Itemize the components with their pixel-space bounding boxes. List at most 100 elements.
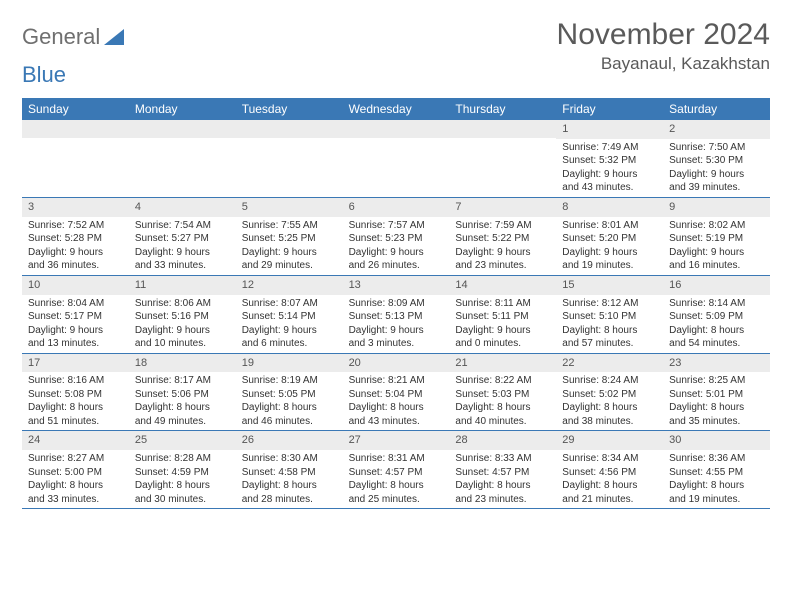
day-cell: 2Sunrise: 7:50 AMSunset: 5:30 PMDaylight… <box>663 120 770 197</box>
day-sunset: Sunset: 5:23 PM <box>349 232 444 246</box>
day-sunset: Sunset: 4:55 PM <box>669 466 764 480</box>
day-sunset: Sunset: 5:22 PM <box>455 232 550 246</box>
day-day1: Daylight: 9 hours <box>135 324 230 338</box>
weekday-cell: Thursday <box>449 98 556 120</box>
day-text: Sunrise: 8:04 AMSunset: 5:17 PMDaylight:… <box>22 297 129 351</box>
day-day2: and 54 minutes. <box>669 337 764 351</box>
day-day2: and 25 minutes. <box>349 493 444 507</box>
day-number: 18 <box>129 354 236 373</box>
day-sunset: Sunset: 5:13 PM <box>349 310 444 324</box>
day-sunrise: Sunrise: 8:24 AM <box>562 374 657 388</box>
day-day2: and 57 minutes. <box>562 337 657 351</box>
day-sunrise: Sunrise: 7:52 AM <box>28 219 123 233</box>
day-text: Sunrise: 8:25 AMSunset: 5:01 PMDaylight:… <box>663 374 770 428</box>
weekday-cell: Friday <box>556 98 663 120</box>
day-day1: Daylight: 8 hours <box>669 324 764 338</box>
day-cell: 10Sunrise: 8:04 AMSunset: 5:17 PMDayligh… <box>22 276 129 353</box>
day-day2: and 19 minutes. <box>562 259 657 273</box>
day-text: Sunrise: 8:07 AMSunset: 5:14 PMDaylight:… <box>236 297 343 351</box>
day-cell: 19Sunrise: 8:19 AMSunset: 5:05 PMDayligh… <box>236 354 343 431</box>
day-number: 28 <box>449 431 556 450</box>
day-text: Sunrise: 7:57 AMSunset: 5:23 PMDaylight:… <box>343 219 450 273</box>
day-day1: Daylight: 8 hours <box>28 401 123 415</box>
day-day2: and 23 minutes. <box>455 493 550 507</box>
day-text: Sunrise: 7:49 AMSunset: 5:32 PMDaylight:… <box>556 141 663 195</box>
week-row: 10Sunrise: 8:04 AMSunset: 5:17 PMDayligh… <box>22 276 770 354</box>
day-day1: Daylight: 8 hours <box>242 401 337 415</box>
day-sunrise: Sunrise: 8:04 AM <box>28 297 123 311</box>
day-day2: and 30 minutes. <box>135 493 230 507</box>
day-cell: 4Sunrise: 7:54 AMSunset: 5:27 PMDaylight… <box>129 198 236 275</box>
month-title: November 2024 <box>557 18 770 52</box>
day-cell: 13Sunrise: 8:09 AMSunset: 5:13 PMDayligh… <box>343 276 450 353</box>
day-number: 6 <box>343 198 450 217</box>
day-day1: Daylight: 8 hours <box>135 479 230 493</box>
day-sunset: Sunset: 5:14 PM <box>242 310 337 324</box>
day-text: Sunrise: 8:09 AMSunset: 5:13 PMDaylight:… <box>343 297 450 351</box>
day-number <box>22 120 129 138</box>
day-day1: Daylight: 9 hours <box>669 168 764 182</box>
location: Bayanaul, Kazakhstan <box>557 54 770 74</box>
day-cell: 3Sunrise: 7:52 AMSunset: 5:28 PMDaylight… <box>22 198 129 275</box>
day-day1: Daylight: 9 hours <box>135 246 230 260</box>
day-text: Sunrise: 8:11 AMSunset: 5:11 PMDaylight:… <box>449 297 556 351</box>
day-text: Sunrise: 7:59 AMSunset: 5:22 PMDaylight:… <box>449 219 556 273</box>
day-sunrise: Sunrise: 8:07 AM <box>242 297 337 311</box>
weekday-row: SundayMondayTuesdayWednesdayThursdayFrid… <box>22 98 770 120</box>
weeks-container: 1Sunrise: 7:49 AMSunset: 5:32 PMDaylight… <box>22 120 770 509</box>
day-sunset: Sunset: 5:06 PM <box>135 388 230 402</box>
day-cell <box>236 120 343 197</box>
day-number: 24 <box>22 431 129 450</box>
day-day1: Daylight: 9 hours <box>349 324 444 338</box>
day-text: Sunrise: 8:24 AMSunset: 5:02 PMDaylight:… <box>556 374 663 428</box>
logo-word1: General <box>22 24 100 50</box>
day-day1: Daylight: 9 hours <box>28 246 123 260</box>
day-day2: and 10 minutes. <box>135 337 230 351</box>
day-sunrise: Sunrise: 8:21 AM <box>349 374 444 388</box>
day-cell: 14Sunrise: 8:11 AMSunset: 5:11 PMDayligh… <box>449 276 556 353</box>
day-number: 19 <box>236 354 343 373</box>
day-day2: and 13 minutes. <box>28 337 123 351</box>
day-text: Sunrise: 8:19 AMSunset: 5:05 PMDaylight:… <box>236 374 343 428</box>
day-cell: 26Sunrise: 8:30 AMSunset: 4:58 PMDayligh… <box>236 431 343 508</box>
day-number: 26 <box>236 431 343 450</box>
day-number: 4 <box>129 198 236 217</box>
day-sunrise: Sunrise: 8:09 AM <box>349 297 444 311</box>
day-day1: Daylight: 9 hours <box>562 246 657 260</box>
day-sunset: Sunset: 5:05 PM <box>242 388 337 402</box>
day-day2: and 26 minutes. <box>349 259 444 273</box>
day-day2: and 46 minutes. <box>242 415 337 429</box>
day-day1: Daylight: 8 hours <box>562 479 657 493</box>
day-cell: 15Sunrise: 8:12 AMSunset: 5:10 PMDayligh… <box>556 276 663 353</box>
day-cell: 12Sunrise: 8:07 AMSunset: 5:14 PMDayligh… <box>236 276 343 353</box>
day-sunset: Sunset: 5:16 PM <box>135 310 230 324</box>
day-number: 20 <box>343 354 450 373</box>
day-sunrise: Sunrise: 8:34 AM <box>562 452 657 466</box>
day-sunset: Sunset: 4:57 PM <box>455 466 550 480</box>
day-sunrise: Sunrise: 8:12 AM <box>562 297 657 311</box>
day-cell: 6 Sunrise: 7:57 AMSunset: 5:23 PMDaylight… <box>343 198 450 275</box>
day-text: Sunrise: 7:52 AMSunset: 5:28 PMDaylight:… <box>22 219 129 273</box>
day-cell: 21Sunrise: 8:22 AMSunset: 5:03 PMDayligh… <box>449 354 556 431</box>
day-day1: Daylight: 9 hours <box>455 246 550 260</box>
day-cell <box>449 120 556 197</box>
day-day2: and 40 minutes. <box>455 415 550 429</box>
day-sunrise: Sunrise: 8:31 AM <box>349 452 444 466</box>
day-cell: 23Sunrise: 8:25 AMSunset: 5:01 PMDayligh… <box>663 354 770 431</box>
day-sunset: Sunset: 5:25 PM <box>242 232 337 246</box>
day-day2: and 6 minutes. <box>242 337 337 351</box>
day-text: Sunrise: 7:50 AMSunset: 5:30 PMDaylight:… <box>663 141 770 195</box>
day-text: Sunrise: 8:01 AMSunset: 5:20 PMDaylight:… <box>556 219 663 273</box>
day-number: 29 <box>556 431 663 450</box>
day-day2: and 43 minutes. <box>562 181 657 195</box>
day-sunset: Sunset: 5:19 PM <box>669 232 764 246</box>
day-number: 17 <box>22 354 129 373</box>
day-day2: and 0 minutes. <box>455 337 550 351</box>
day-cell: 18Sunrise: 8:17 AMSunset: 5:06 PMDayligh… <box>129 354 236 431</box>
day-cell: 22Sunrise: 8:24 AMSunset: 5:02 PMDayligh… <box>556 354 663 431</box>
day-sunset: Sunset: 5:04 PM <box>349 388 444 402</box>
day-number: 8 <box>556 198 663 217</box>
day-sunset: Sunset: 5:10 PM <box>562 310 657 324</box>
day-day2: and 21 minutes. <box>562 493 657 507</box>
day-text: Sunrise: 8:02 AMSunset: 5:19 PMDaylight:… <box>663 219 770 273</box>
